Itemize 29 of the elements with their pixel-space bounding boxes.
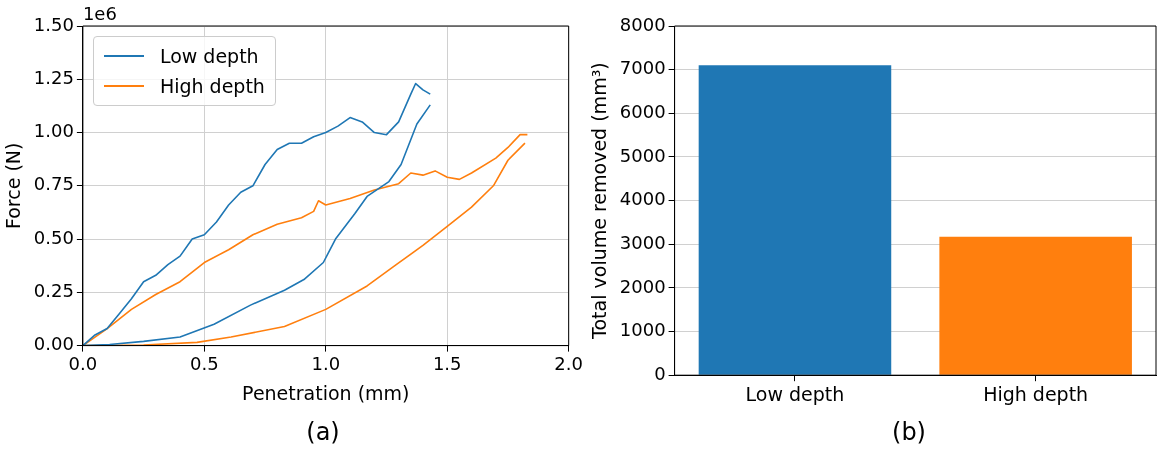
x-axis-title: Penetration (mm) (242, 381, 410, 404)
y-tick-label: 1.50 (33, 13, 74, 35)
y-tick-label: 0.00 (33, 333, 74, 355)
y-tick-label: 2000 (619, 275, 666, 297)
y-axis-title: Force (N) (2, 142, 25, 230)
x-tick-label: 1.0 (311, 353, 341, 375)
legend-label: Low depth (159, 44, 259, 69)
text: 1e6 (82, 2, 117, 24)
text: (a) (305, 418, 341, 446)
x-tick-label: 1.5 (432, 353, 462, 375)
y-tick-label: 1.25 (33, 66, 74, 88)
y-tick-label: 3000 (619, 231, 666, 253)
y-tick-label: 0.50 (33, 226, 74, 248)
text: (b) (891, 418, 927, 446)
y-tick-label: 4000 (619, 188, 666, 210)
x-tick-label: 0.5 (190, 353, 219, 375)
y-tick-label: 0.25 (33, 280, 74, 302)
y-tick-label: 1000 (619, 319, 666, 341)
y-tick-label: 5000 (619, 144, 666, 166)
y-tick-label: 7000 (619, 57, 666, 79)
legend-label: High depth (159, 74, 265, 99)
y-tick-label: 0.75 (33, 173, 74, 195)
y-tick-label: 8000 (619, 13, 666, 35)
y-tick-label: 0 (654, 362, 666, 384)
y-tick-label: 1.00 (33, 120, 74, 142)
x-tick-label: 2.0 (554, 353, 584, 375)
x-tick-label: 0.0 (68, 353, 98, 375)
y-axis-title: Total volume removed (mm³) (588, 62, 611, 340)
y-tick-label: 6000 (619, 100, 666, 122)
